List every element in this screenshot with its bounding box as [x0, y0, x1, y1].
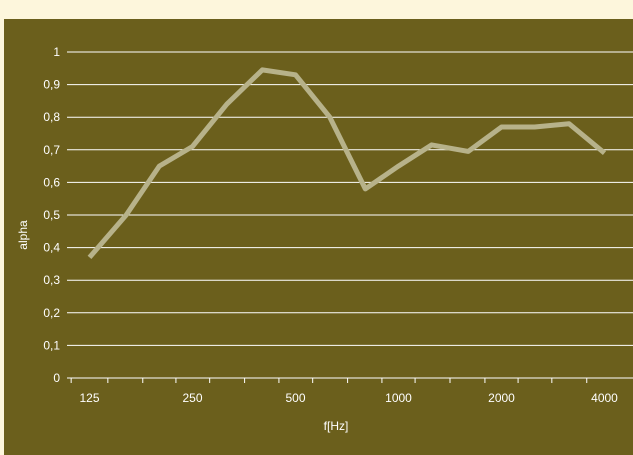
y-tick-label: 0,6 — [43, 175, 60, 189]
y-tick-label: 0,4 — [43, 241, 60, 255]
y-tick-label: 0 — [53, 371, 60, 385]
y-tick-label: 0,1 — [43, 338, 60, 352]
x-axis-title: f[Hz] — [324, 419, 349, 433]
x-tick-label: 4000 — [591, 391, 618, 405]
y-tick-label: 1 — [53, 45, 60, 59]
y-tick-label: 0,2 — [43, 306, 60, 320]
y-tick-label: 0,3 — [43, 273, 60, 287]
line-chart: 00,10,20,30,40,50,60,70,80,91 125 250 500 1… — [16, 45, 633, 433]
x-axis-tick-labels: 125 250 500 1000 2000 4000 — [79, 391, 618, 405]
y-axis-tick-labels: 0 0,1 0,2 0,3 0,4 0,5 0,6 0,7 0,8 0,9 1 — [43, 45, 60, 385]
y-tick-label: 0,5 — [43, 208, 60, 222]
x-tick-label: 500 — [285, 391, 305, 405]
gridlines — [67, 51, 633, 379]
y-tick-label: 0,9 — [43, 78, 60, 92]
chart-panel: 0 0,1 0,2 0,3 0,4 0,5 0,6 0,7 0,8 0,9 1 125 250 500 1… — [4, 19, 633, 455]
x-tick-label: 250 — [182, 391, 202, 405]
series-line — [87, 67, 607, 260]
series-layer — [87, 67, 607, 260]
y-tick-label: 0,7 — [43, 143, 60, 157]
y-axis-title: alpha — [16, 220, 30, 250]
x-axis — [70, 378, 588, 383]
x-tick-label: 125 — [79, 391, 99, 405]
x-tick-label: 1000 — [385, 391, 412, 405]
x-tick-label: 2000 — [488, 391, 515, 405]
y-tick-label: 0,8 — [43, 110, 60, 124]
